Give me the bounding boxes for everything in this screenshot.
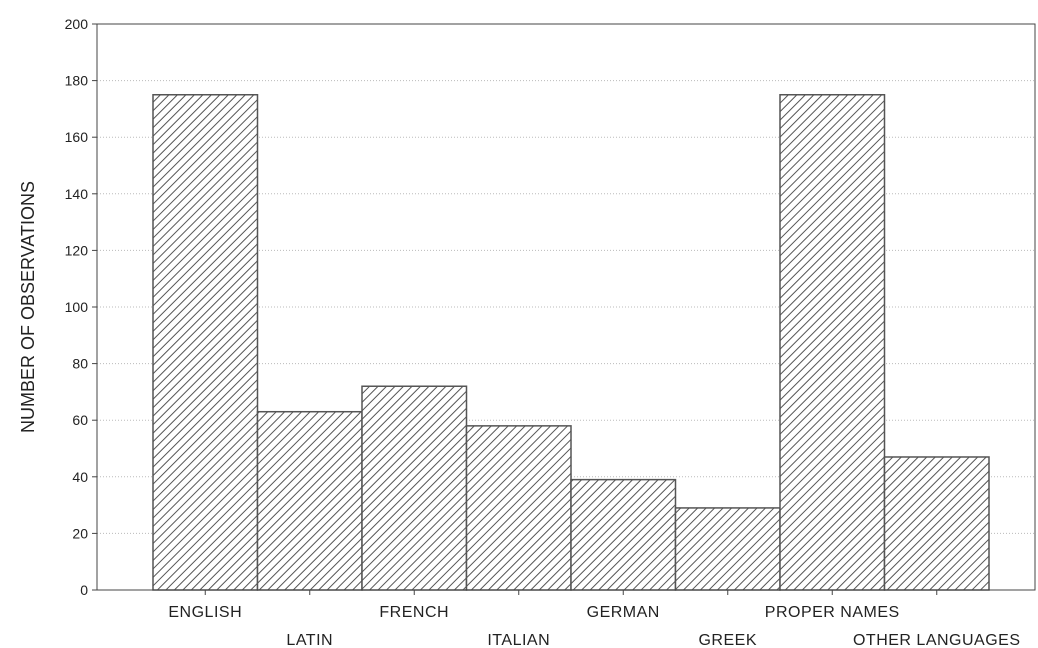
y-tick-label: 60 [72,412,88,428]
bar-proper-names [779,94,886,591]
y-tick-label: 20 [72,525,88,541]
x-category-label: OTHER LANGUAGES [853,632,1021,648]
x-category-label: LATIN [286,632,333,648]
y-tick-label: 0 [80,582,88,598]
y-tick-label: 100 [65,299,89,315]
bar-english [152,94,259,591]
bar-other-languages [883,456,990,591]
y-tick-label: 180 [65,73,89,89]
bar-french [361,385,468,591]
y-tick-label: 120 [65,242,89,258]
x-category-label: FRENCH [379,604,449,621]
x-axis: ENGLISH LATIN FRENCH ITALIAN GERMAN GREEK PROP… [168,590,1020,648]
x-category-label: ENGLISH [168,604,242,621]
bar-italian [465,425,572,591]
y-tick-label: 40 [72,469,88,485]
bar-german [570,478,677,591]
y-tick-label: 200 [65,16,89,32]
bar-greek [674,507,781,591]
y-axis-title: NUMBER OF OBSERVATIONS [18,181,38,433]
x-category-label: GREEK [698,632,757,648]
y-tick-label: 80 [72,356,88,372]
y-tick-label: 160 [65,129,89,145]
bar-latin [256,410,363,591]
bars [152,94,990,591]
y-tick-label: 140 [65,186,89,202]
x-category-label: PROPER NAMES [765,604,900,621]
x-category-label: GERMAN [587,604,660,621]
x-category-label: ITALIAN [487,632,550,648]
y-axis: 0 20 40 60 80 100 120 140 160 180 200 [65,16,97,598]
